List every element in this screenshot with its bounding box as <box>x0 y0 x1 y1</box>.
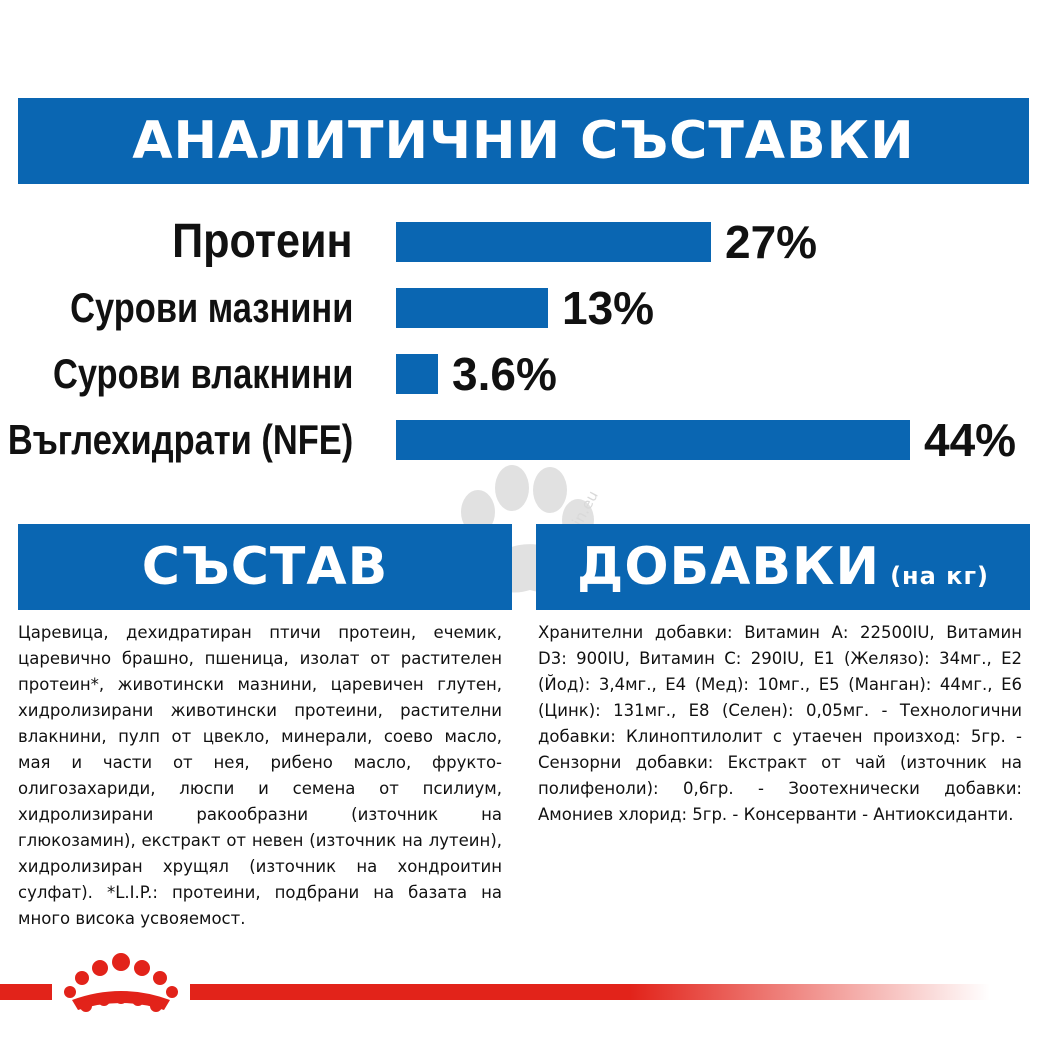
analytics-value: 27% <box>725 216 818 268</box>
composition-title: СЪСТАВ <box>18 524 512 610</box>
composition-text: Царевица, дехидратиран птичи протеин, еч… <box>18 623 502 928</box>
analytics-label: Сурови влакнини <box>52 350 353 397</box>
analytics-row-protein: Протеин 27% <box>0 210 1049 274</box>
analytics-bar <box>396 288 548 328</box>
analytics-bar <box>396 354 438 394</box>
footer-red-line-right <box>190 984 990 1000</box>
additives-text: Хранителни добавки: Витамин А: 22500IU, … <box>538 623 1022 824</box>
analytics-bar <box>396 420 910 460</box>
analytics-bar <box>396 222 711 262</box>
royal-canin-crown-logo-icon <box>64 953 178 1012</box>
footer-red-line-left <box>0 984 52 1000</box>
analytics-row-carbs: Въглехидрати (NFE) 44% <box>0 408 1049 472</box>
analytics-value: 44% <box>924 414 1017 466</box>
analytics-label: Сурови мазнини <box>69 284 353 331</box>
additives-title-suffix: (на кг) <box>890 562 989 590</box>
analytics-row-fiber: Сурови влакнини 3.6% <box>0 342 1049 406</box>
analytics-value: 13% <box>562 282 655 334</box>
analytics-label: Протеин <box>172 215 353 268</box>
analytics-label: Въглехидрати (NFE) <box>7 416 353 463</box>
composition-title-text: СЪСТАВ <box>141 537 389 597</box>
analytics-row-fat: Сурови мазнини 13% <box>0 276 1049 340</box>
additives-title-text: ДОБАВКИ <box>577 537 881 597</box>
analytics-value: 3.6% <box>452 348 557 400</box>
page-title-text: АНАЛИТИЧНИ СЪСТАВКИ <box>132 111 915 171</box>
additives-title: ДОБАВКИ (на кг) <box>536 524 1030 610</box>
page-title: АНАЛИТИЧНИ СЪСТАВКИ <box>18 98 1029 184</box>
